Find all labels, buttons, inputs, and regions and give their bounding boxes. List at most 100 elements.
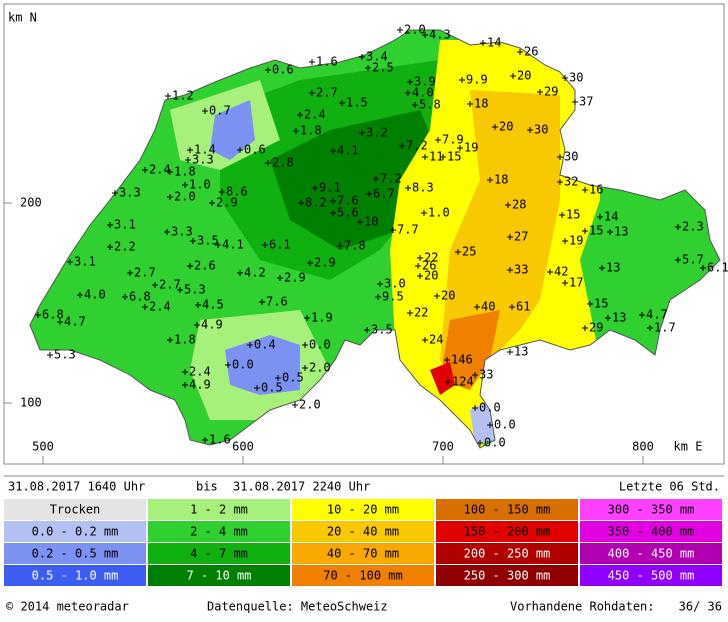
legend-swatch — [4, 543, 146, 564]
station-value: 146 — [451, 353, 473, 367]
station-value: 30 — [534, 123, 548, 137]
station-value: 3.1 — [114, 218, 136, 232]
station-value: 20 — [517, 69, 531, 83]
station-value: 8.2 — [305, 196, 327, 210]
station-value: 6.1 — [269, 238, 291, 252]
station-value: 2.7 — [159, 278, 181, 292]
x-tick-label: 500 — [32, 440, 54, 454]
station-value: 40 — [481, 300, 495, 314]
legend-swatch — [292, 499, 434, 520]
station-value: 1.6 — [209, 433, 231, 447]
station-value: 3.1 — [74, 255, 96, 269]
station-value: 7.8 — [344, 239, 366, 253]
legend-label: 7 - 10 mm — [186, 569, 251, 583]
station-value: 2.4 — [304, 108, 326, 122]
legend-label: 300 - 350 mm — [608, 503, 695, 517]
station-value: 4.1 — [222, 238, 244, 252]
station-value: 19 — [464, 141, 478, 155]
x-tick-label: 800 — [632, 440, 654, 454]
station-value: 1.9 — [311, 311, 333, 325]
legend-swatch — [4, 565, 146, 586]
station-value: 16 — [589, 183, 603, 197]
station-value: 4.5 — [202, 298, 224, 312]
legend-label: 250 - 300 mm — [464, 569, 551, 583]
legend-swatch — [148, 499, 290, 520]
source: Datenquelle: MeteoSchweiz — [207, 600, 388, 614]
station-value: 6.1 — [707, 261, 728, 275]
station-value: 8.3 — [412, 181, 434, 195]
station-value: 2.4 — [149, 163, 171, 177]
legend-swatch — [292, 521, 434, 542]
station-value: 5.3 — [54, 348, 76, 362]
station-value: 7.7 — [397, 223, 419, 237]
station-value: 0.4 — [254, 338, 276, 352]
station-value: 8.6 — [226, 185, 248, 199]
station-value: 3.5 — [197, 234, 219, 248]
legend-label: 1 - 2 mm — [190, 503, 248, 517]
station-value: 2.8 — [272, 156, 294, 170]
x-tick-label: 600 — [232, 440, 254, 454]
station-value: 2.9 — [314, 256, 336, 270]
legend-label: 150 - 200 mm — [464, 525, 551, 539]
window: Letzte 06 Std. — [619, 480, 720, 494]
station-value: 4.7 — [64, 315, 86, 329]
station-value: 19 — [569, 234, 583, 248]
legend-label: 70 - 100 mm — [323, 569, 402, 583]
station-value: 3.3 — [119, 186, 141, 200]
station-value: 6.8 — [42, 308, 64, 322]
legend-swatch — [436, 521, 578, 542]
station-value: 3.4 — [366, 50, 388, 64]
station-value: 4.9 — [189, 378, 211, 392]
station-value: 2.0 — [404, 23, 426, 37]
station-value: 7.9 — [442, 133, 464, 147]
legend-label: 10 - 20 mm — [327, 503, 399, 517]
raw-value: 36/ 36 — [679, 600, 722, 614]
station-value: 42 — [554, 265, 568, 279]
station-value: 11 — [429, 150, 443, 164]
legend-label: 0.5 - 1.0 mm — [32, 569, 119, 583]
station-value: 15 — [589, 224, 603, 238]
station-value: 20 — [441, 289, 455, 303]
station-value: 13 — [614, 225, 628, 239]
station-value: 20 — [499, 120, 513, 134]
station-value: 22 — [414, 306, 428, 320]
station-value: 0.0 — [232, 358, 254, 372]
station-value: 37 — [579, 95, 593, 109]
legend-label: 450 - 500 mm — [608, 569, 695, 583]
station-value: 0.5 — [282, 371, 304, 385]
station-value: 3.5 — [371, 323, 393, 337]
station-value: 7.6 — [266, 295, 288, 309]
station-value: 4.0 — [84, 288, 106, 302]
station-value: 1.2 — [172, 89, 194, 103]
station-value: 0.0 — [479, 401, 501, 415]
station-value: 4.9 — [201, 318, 223, 332]
station-value: 0.5 — [261, 381, 283, 395]
station-value: 3.3 — [192, 153, 214, 167]
station-value: 4.3 — [429, 28, 451, 42]
station-value: 13 — [612, 311, 626, 325]
y-tick-label: 100 — [20, 396, 42, 410]
x-unit: km E — [674, 440, 703, 454]
legend-label: 200 - 250 mm — [464, 547, 551, 561]
station-value: 2.9 — [284, 271, 306, 285]
period-between: bis — [196, 480, 218, 494]
legend-swatch — [4, 499, 146, 520]
station-value: 25 — [462, 245, 476, 259]
station-value: 1.6 — [316, 55, 338, 69]
station-value: 15 — [447, 150, 461, 164]
station-value: 0.0 — [484, 436, 506, 450]
y-unit: km N — [8, 11, 37, 25]
station-value: 3.9 — [414, 75, 436, 89]
station-value: 14 — [604, 210, 618, 224]
station-value: 13 — [606, 261, 620, 275]
legend-label: Trocken — [50, 503, 101, 517]
station-value: 1.8 — [174, 333, 196, 347]
station-value: 1.8 — [174, 165, 196, 179]
legend-label: 400 - 450 mm — [608, 547, 695, 561]
station-value: 9.9 — [466, 73, 488, 87]
legend-label: 4 - 7 mm — [190, 547, 248, 561]
station-value: 1.4 — [194, 143, 216, 157]
station-value: 9.1 — [319, 181, 341, 195]
legend-swatch — [436, 499, 578, 520]
